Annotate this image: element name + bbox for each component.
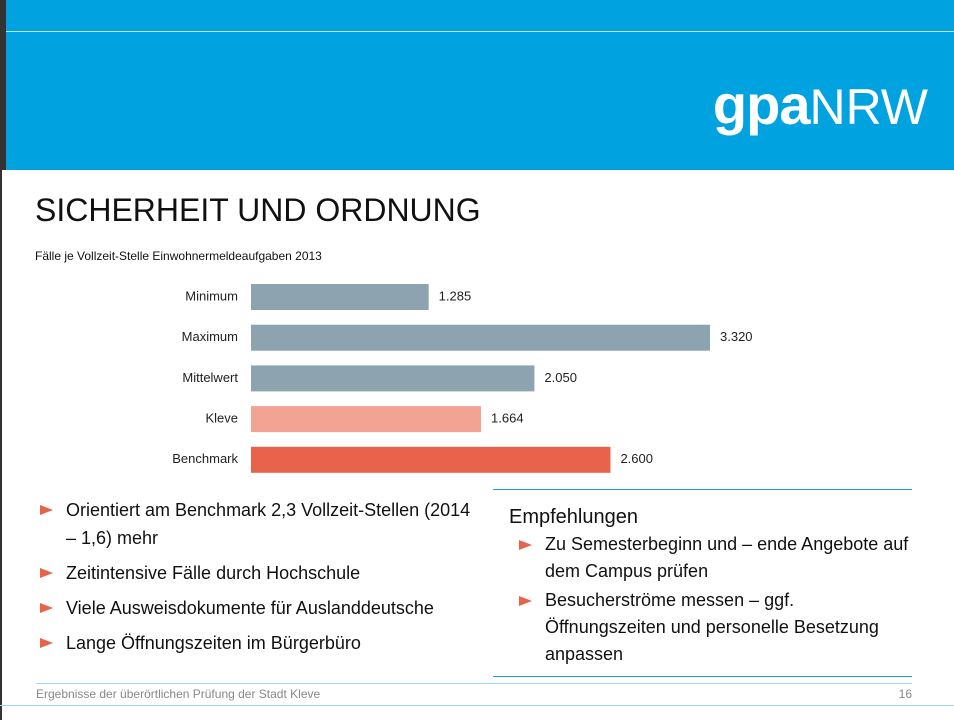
bar [251,284,429,310]
header: gpaNRW [0,0,954,170]
title: SICHERHEIT UND ORDNUNG [35,192,481,228]
bar [251,446,611,473]
category-label: Maximum [182,329,238,344]
chart: Minimum 1.285 Maximum 3.320 Mittelwert 2.050 K… [172,284,753,473]
logo-normal: NRW [809,79,928,135]
bar [251,365,535,392]
logo-bold: gpa [712,73,811,136]
category-label: Benchmark [172,451,238,466]
bullet: Zu Semesterbeginn und – ende Angebote au… [515,531,912,585]
subtitle: Fälle je Vollzeit-Stelle Einwohnermeldea… [35,249,322,263]
value-label: 3.320 [720,329,753,344]
category-label: Kleve [205,411,238,426]
value-label: 1.664 [491,411,524,426]
value-label: 2.050 [544,370,577,385]
bullet: Viele Ausweisdokumente für Ausland­deuts… [36,594,476,622]
page-number: 16 [898,687,912,701]
value-label: 1.285 [439,288,472,303]
bar [251,406,482,433]
bullet: Lange Öffnungszeiten im Bürgerbüro [36,629,476,657]
rec-title: Empfehlungen [509,506,638,528]
bullet: Orientiert am Benchmark 2,3 Vollzeit-Ste… [36,496,476,552]
bullets: Orientiert am Benchmark 2,3 Vollzeit-Ste… [36,496,476,664]
bar [251,324,710,351]
value-label: 2.600 [620,451,653,466]
bottom-rule [0,705,954,706]
header-rule [6,31,954,32]
footer-text: Ergebnisse der überörtlichen Prüfung der… [36,687,321,701]
logo: gpaNRW [713,72,928,137]
border [0,170,2,720]
category-label: Minimum [185,288,238,303]
bullet: Besucherströme messen – ggf. Öffnungszei… [515,587,912,668]
recommendations: Empfehlungen Zu Semesterbeginn und – ende… [493,489,912,677]
bullet: Zeitintensive Fälle durch Hochschule [36,559,476,587]
category-label: Mittelwert [182,370,238,385]
footer: Ergebnisse der überörtlichen Prüfung der… [36,683,912,701]
rec-list: Zu Semesterbeginn und – ende Angebote au… [515,531,912,668]
